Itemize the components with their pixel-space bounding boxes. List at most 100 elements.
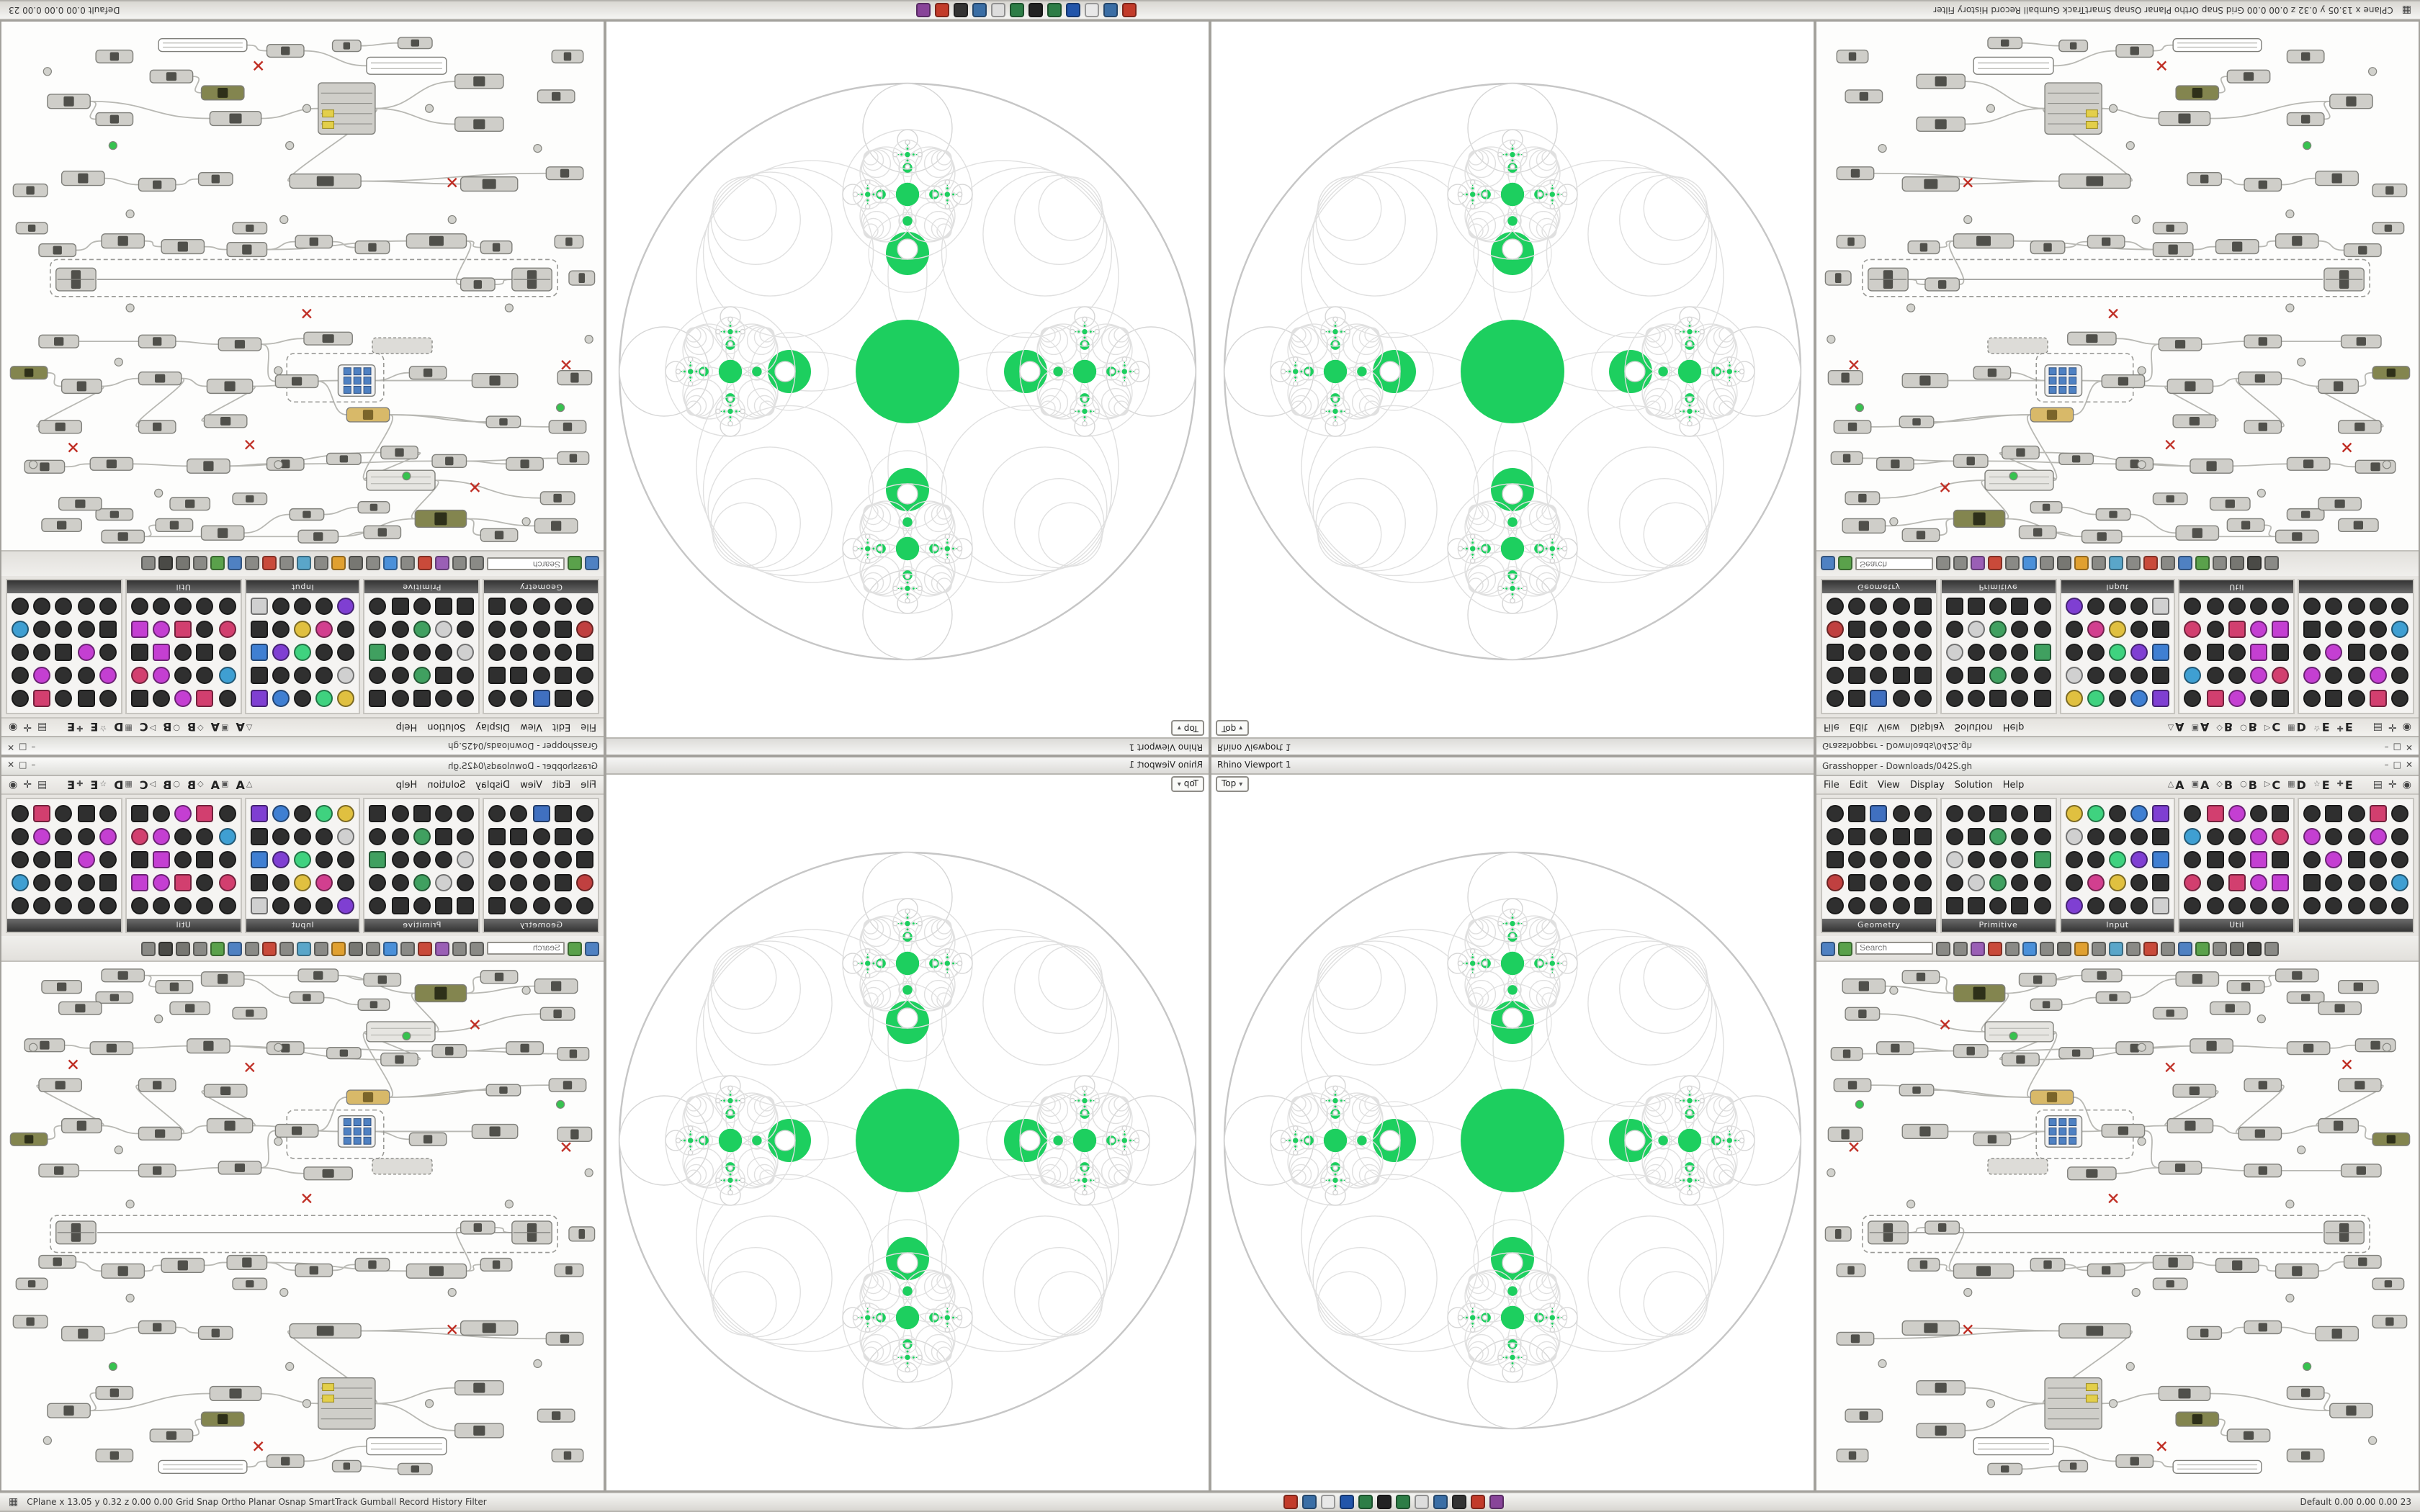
component-icon[interactable]: [532, 644, 550, 662]
gh-param-dot[interactable]: [154, 1014, 163, 1024]
component-icon[interactable]: [554, 873, 572, 891]
component-icon[interactable]: [413, 598, 431, 616]
component-icon[interactable]: [153, 621, 171, 639]
component-icon[interactable]: [1827, 827, 1845, 845]
component-icon[interactable]: [1892, 873, 1910, 891]
toolbar-icon[interactable]: [176, 941, 190, 955]
component-icon[interactable]: [315, 873, 333, 891]
toolbar-icon[interactable]: [2109, 941, 2123, 955]
menu-utility-icon[interactable]: ◉: [2402, 721, 2411, 733]
component-icon[interactable]: [2369, 690, 2387, 708]
component-icon[interactable]: [250, 896, 268, 914]
component-icon[interactable]: [2184, 850, 2202, 868]
maximize-icon[interactable]: □: [19, 760, 27, 770]
component-icon[interactable]: [488, 896, 506, 914]
ribbon-tab-B[interactable]: ◇ B: [187, 778, 204, 791]
component-icon[interactable]: [1892, 804, 1910, 822]
toolbar-icon[interactable]: [2074, 941, 2089, 955]
component-icon[interactable]: [413, 804, 431, 822]
taskbar-app-icon[interactable]: [991, 3, 1006, 17]
component-icon[interactable]: [218, 873, 236, 891]
component-icon[interactable]: [196, 827, 214, 845]
component-icon[interactable]: [2249, 644, 2267, 662]
toolbar-icon[interactable]: [1988, 557, 2002, 571]
toolbar-icon[interactable]: [1936, 941, 1950, 955]
component-icon[interactable]: [1914, 644, 1932, 662]
component-icon[interactable]: [413, 690, 431, 708]
component-icon[interactable]: [2184, 644, 2202, 662]
component-icon[interactable]: [153, 644, 171, 662]
toolbar-icon[interactable]: [158, 557, 173, 571]
component-icon[interactable]: [510, 667, 528, 685]
gh-param-dot[interactable]: [2131, 1287, 2141, 1297]
component-icon[interactable]: [2272, 621, 2290, 639]
component-icon[interactable]: [510, 827, 528, 845]
toolbar-icon[interactable]: [2161, 557, 2175, 571]
toolbar-icon[interactable]: [210, 557, 225, 571]
ribbon-tab-B[interactable]: ◇ B: [2216, 778, 2233, 791]
gh-param-dot[interactable]: [125, 1293, 135, 1303]
component-icon[interactable]: [33, 598, 51, 616]
component-icon[interactable]: [218, 667, 236, 685]
ribbon-tab-C[interactable]: ▷ C: [140, 778, 156, 791]
component-icon[interactable]: [294, 804, 312, 822]
taskbar-app-icon[interactable]: [1047, 3, 1062, 17]
grasshopper-titlebar[interactable]: Grasshopper - Downloads/042S.gh – □ ✕: [1, 757, 604, 776]
component-icon[interactable]: [2347, 827, 2365, 845]
component-icon[interactable]: [196, 850, 214, 868]
component-icon[interactable]: [272, 804, 290, 822]
toolbar-icon[interactable]: [331, 941, 346, 955]
menu-item-view[interactable]: View: [1877, 721, 1900, 733]
toolbar-icon[interactable]: [141, 557, 156, 571]
gh-param-dot[interactable]: [2137, 460, 2146, 469]
gh-param-dot[interactable]: [2368, 1436, 2378, 1445]
menu-utility-icon[interactable]: ✛: [23, 721, 32, 733]
menu-utility-icon[interactable]: ✛: [2388, 721, 2397, 733]
component-icon[interactable]: [434, 873, 452, 891]
toolbar-icon[interactable]: [2161, 941, 2175, 955]
menu-utility-icon[interactable]: ▤: [37, 779, 48, 791]
toolbar-icon[interactable]: [400, 941, 415, 955]
component-icon[interactable]: [413, 667, 431, 685]
canvas-search-input[interactable]: [487, 942, 565, 955]
component-icon[interactable]: [2272, 896, 2290, 914]
component-icon[interactable]: [1945, 873, 1963, 891]
toolbar-icon[interactable]: [400, 557, 415, 571]
component-icon[interactable]: [1870, 896, 1888, 914]
component-icon[interactable]: [434, 598, 452, 616]
component-icon[interactable]: [153, 896, 171, 914]
toolbar-icon[interactable]: [141, 941, 156, 955]
component-icon[interactable]: [457, 621, 475, 639]
component-icon[interactable]: [33, 621, 51, 639]
gh-canvas[interactable]: [1816, 962, 2419, 1490]
gh-param-dot[interactable]: [555, 1099, 565, 1109]
component-icon[interactable]: [174, 827, 192, 845]
component-icon[interactable]: [77, 804, 95, 822]
component-icon[interactable]: [130, 804, 148, 822]
component-icon[interactable]: [2011, 896, 2029, 914]
close-icon[interactable]: ✕: [2405, 742, 2413, 752]
toolbar-icon[interactable]: [2092, 557, 2106, 571]
component-icon[interactable]: [2206, 896, 2224, 914]
component-icon[interactable]: [2033, 850, 2051, 868]
component-icon[interactable]: [488, 827, 506, 845]
gh-param-dot[interactable]: [1906, 303, 1916, 312]
component-icon[interactable]: [2065, 690, 2083, 708]
component-icon[interactable]: [2011, 850, 2029, 868]
component-icon[interactable]: [2325, 644, 2343, 662]
maximize-icon[interactable]: □: [19, 742, 27, 752]
component-icon[interactable]: [1827, 850, 1845, 868]
component-icon[interactable]: [2272, 598, 2290, 616]
component-icon[interactable]: [1827, 690, 1845, 708]
component-icon[interactable]: [1945, 598, 1963, 616]
component-icon[interactable]: [2087, 644, 2105, 662]
component-icon[interactable]: [369, 667, 387, 685]
component-icon[interactable]: [55, 827, 73, 845]
component-icon[interactable]: [196, 667, 214, 685]
toolbar-icon[interactable]: [245, 941, 259, 955]
component-icon[interactable]: [532, 804, 550, 822]
viewport-mode-dropdown[interactable]: Top ▾: [1171, 720, 1204, 736]
component-icon[interactable]: [12, 873, 30, 891]
toolbar-icon[interactable]: [2230, 941, 2244, 955]
menu-item-display[interactable]: Display: [1909, 721, 1945, 733]
